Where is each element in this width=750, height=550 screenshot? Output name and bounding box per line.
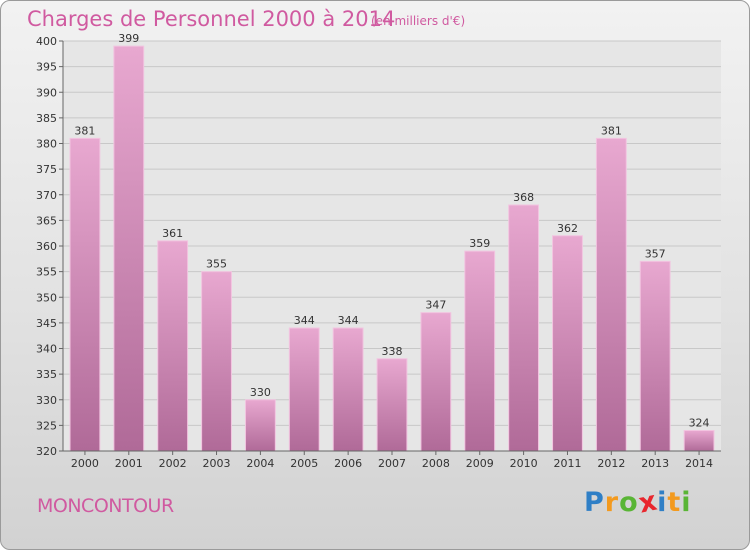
y-tick-label: 325 [36,419,57,432]
x-tick-label-2010: 2010 [510,457,538,470]
logo-letter: r [604,487,620,518]
x-tick-label-2012: 2012 [597,457,625,470]
y-tick-label: 320 [36,445,57,458]
data-label-2003: 355 [206,258,227,271]
y-tick-label: 400 [36,35,57,48]
x-tick-label-2000: 2000 [71,457,99,470]
logo-letter: i [657,487,668,518]
data-label-2006: 344 [338,314,359,327]
y-tick-label: 395 [36,61,57,74]
x-tick-label-2002: 2002 [159,457,187,470]
logo-letter: t [667,487,682,518]
x-tick-label-2009: 2009 [466,457,494,470]
bar-2012 [595,137,627,452]
chart-subtitle: (en milliers d'€) [371,14,466,28]
chart-title: Charges de Personnel 2000 à 2014 [27,7,396,31]
data-label-2000: 381 [74,124,95,137]
y-tick-label: 335 [36,368,57,381]
data-label-2008: 347 [425,299,446,312]
y-tick-label: 350 [36,291,57,304]
y-tick-label: 370 [36,189,57,202]
x-tick-label-2006: 2006 [334,457,362,470]
y-tick-label: 390 [36,86,57,99]
bar-2011 [552,235,583,452]
bar-2007 [376,358,408,452]
data-label-2005: 344 [294,314,315,327]
y-tick-label: 375 [36,163,57,176]
x-tick-label-2004: 2004 [246,457,274,470]
bar-2013 [639,260,671,452]
y-tick-label: 330 [36,394,57,407]
bar-2001 [113,45,145,452]
bar-2010 [508,204,540,452]
data-label-2011: 362 [557,222,578,235]
x-tick-label-2011: 2011 [553,457,581,470]
data-label-2002: 361 [162,227,183,240]
logo-letter: P [584,487,605,518]
y-tick-label: 340 [36,343,57,356]
data-label-2004: 330 [250,386,271,399]
x-tick-label-2005: 2005 [290,457,318,470]
y-tick-label: 355 [36,266,57,279]
data-label-2009: 359 [469,237,490,250]
bar-2009 [464,250,496,452]
x-tick-label-2003: 2003 [203,457,231,470]
data-label-2001: 399 [118,32,139,45]
data-label-2014: 324 [689,417,710,430]
commune-name: MONCONTOUR [37,495,174,517]
y-tick-label: 345 [36,317,57,330]
bar-2002 [157,240,189,452]
y-tick-label: 365 [36,214,57,227]
logo-letter: i [681,487,692,518]
x-tick-label-2001: 2001 [115,457,143,470]
bar-2005 [288,327,320,452]
bar-2000 [69,137,101,452]
y-tick-label: 360 [36,240,57,253]
data-label-2012: 381 [601,124,622,137]
bar-2006 [332,327,364,452]
y-tick-label: 385 [36,112,57,125]
bar-2003 [201,271,232,452]
data-label-2010: 368 [513,191,534,204]
data-label-2013: 357 [645,247,666,260]
x-tick-label-2007: 2007 [378,457,406,470]
bar-2008 [420,312,452,452]
proxiti-logo: Proxiti [584,485,692,519]
data-label-2007: 338 [382,345,403,358]
y-tick-label: 380 [36,138,57,151]
bar-2014 [683,430,715,452]
x-tick-label-2014: 2014 [685,457,713,470]
logo-letter: o [619,487,639,518]
x-tick-label-2008: 2008 [422,457,450,470]
bar-2004 [244,399,276,452]
x-tick-label-2013: 2013 [641,457,669,470]
